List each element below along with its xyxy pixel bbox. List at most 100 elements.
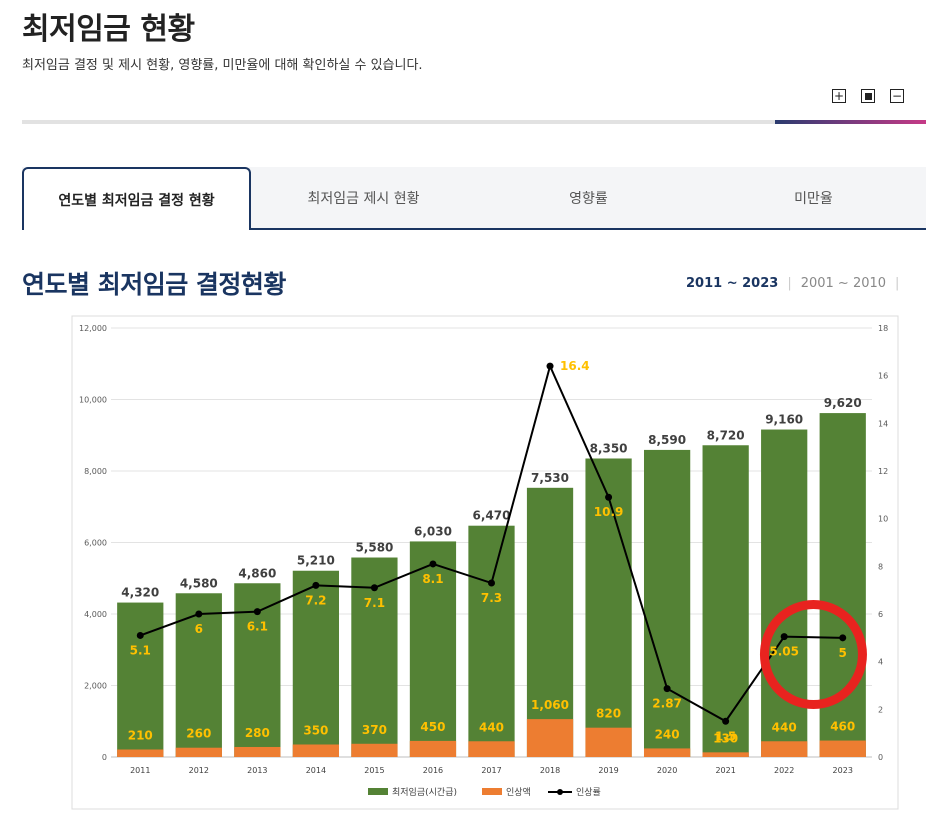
raise-data-label: 350 [303, 723, 328, 737]
rate-data-label: 7.2 [305, 593, 326, 607]
rate-point [839, 634, 847, 642]
wage-data-label: 8,720 [707, 428, 745, 442]
x-tick-label: 2022 [774, 766, 794, 775]
page-title: 최저임금 현황 [22, 12, 195, 47]
rate-point [136, 631, 144, 639]
raise-data-label: 440 [479, 720, 504, 734]
raise-bar [117, 749, 164, 757]
tab-annual-decision[interactable]: 연도별 최저임금 결정 현황 [22, 167, 251, 230]
wage-data-label: 4,860 [238, 566, 276, 580]
x-tick-label: 2016 [423, 766, 443, 775]
range-separator: | [787, 276, 792, 291]
raise-data-label: 450 [420, 720, 445, 734]
y-right-tick-label: 8 [878, 562, 883, 571]
wage-bar [117, 602, 164, 757]
wage-data-label: 6,470 [473, 509, 511, 523]
x-tick-label: 2020 [657, 766, 677, 775]
x-tick-label: 2023 [833, 766, 853, 775]
x-tick-label: 2014 [306, 766, 326, 775]
rate-data-label: 1.5 [715, 729, 736, 743]
raise-data-label: 460 [830, 720, 855, 734]
raise-bar [351, 743, 398, 757]
highlight-circle [759, 600, 867, 710]
year-range-selector: 2011 ~ 2023 | 2001 ~ 2010 | [686, 276, 908, 291]
wage-data-label: 6,030 [414, 524, 452, 538]
rate-data-label: 6 [195, 622, 203, 636]
minus-icon: − [891, 89, 903, 103]
x-tick-label: 2015 [364, 766, 384, 775]
legend-raise-swatch [482, 788, 502, 795]
y-right-tick-label: 10 [878, 515, 888, 524]
rate-point [722, 717, 730, 725]
tab-proposal-status[interactable]: 최저임금 제시 현황 [307, 190, 420, 207]
wage-data-label: 7,530 [531, 471, 569, 485]
page-description: 최저임금 결정 및 제시 현황, 영향률, 미만율에 대해 확인하실 수 있습니… [22, 58, 423, 73]
y-left-tick-label: 2,000 [84, 682, 107, 691]
tab-impact-rate[interactable]: 영향률 [569, 190, 608, 207]
header-divider [22, 120, 926, 124]
rate-point [488, 579, 495, 587]
tab-bar: 연도별 최저임금 결정 현황 최저임금 제시 현황 영향률 미만율 [22, 167, 926, 230]
rate-point [195, 610, 203, 618]
y-right-tick-label: 12 [878, 467, 888, 476]
rate-point [605, 493, 613, 501]
x-tick-label: 2012 [189, 766, 209, 775]
raise-data-label: 210 [128, 728, 153, 742]
y-right-tick-label: 4 [878, 658, 883, 667]
raise-data-label: 1,060 [531, 698, 569, 712]
range-2011-2023-link[interactable]: 2011 ~ 2023 [686, 276, 779, 291]
raise-data-label: 370 [362, 723, 387, 737]
legend-wage-label: 최저임금(시간급) [392, 786, 457, 798]
wage-bar [468, 525, 515, 757]
plus-icon: + [833, 89, 845, 103]
range-separator-end: | [895, 276, 900, 291]
raise-data-label: 130 [713, 731, 738, 745]
y-left-tick-label: 4,000 [84, 610, 107, 619]
rate-point [546, 362, 554, 370]
y-left-tick-label: 10,000 [79, 396, 107, 405]
wage-data-label: 5,210 [297, 554, 335, 568]
raise-bar [819, 740, 866, 757]
zoom-in-button[interactable]: + [832, 89, 846, 103]
rate-data-label: 5.05 [769, 645, 799, 659]
wage-bar [409, 541, 457, 757]
y-left-tick-label: 6,000 [84, 539, 107, 548]
rate-data-label: 7.3 [481, 591, 502, 605]
wage-data-label: 9,160 [765, 413, 803, 427]
rate-data-label: 16.4 [560, 359, 590, 373]
wage-bar [702, 445, 749, 757]
y-right-tick-label: 14 [878, 419, 888, 428]
raise-data-label: 820 [596, 707, 621, 721]
tab-below-rate[interactable]: 미만율 [794, 190, 833, 207]
rate-data-label: 6.1 [247, 620, 268, 634]
x-tick-label: 2021 [715, 766, 735, 775]
wage-data-label: 5,580 [355, 541, 393, 555]
raise-data-label: 240 [655, 727, 680, 741]
header-divider-accent [775, 120, 926, 124]
rate-point [429, 560, 437, 568]
wage-data-label: 8,590 [648, 433, 686, 447]
legend-wage-swatch [368, 788, 388, 795]
zoom-reset-button[interactable] [861, 89, 875, 103]
raise-bar [409, 740, 457, 757]
legend-rate-label: 인상률 [576, 787, 601, 798]
wage-bar [585, 458, 632, 757]
square-icon [864, 92, 872, 100]
rate-point [663, 685, 671, 693]
range-2001-2010-link[interactable]: 2001 ~ 2010 [800, 276, 887, 291]
x-tick-label: 2018 [540, 766, 560, 775]
raise-bar [702, 752, 749, 757]
rate-data-label: 7.1 [364, 596, 385, 610]
raise-bar [761, 741, 808, 757]
wage-chart: 0 2,000 4,000 6,000 8,000 10,000 12,000 0 2 4 6 8 10… [71, 315, 899, 810]
y-right-tick-label: 6 [878, 610, 883, 619]
wage-data-label: 9,620 [824, 396, 862, 410]
zoom-out-button[interactable]: − [890, 89, 904, 103]
legend-raise-label: 인상액 [506, 786, 531, 798]
wage-data-label: 8,350 [590, 441, 628, 455]
zoom-controls: + − [832, 89, 904, 103]
rate-point [253, 608, 261, 616]
wage-bar [761, 429, 808, 757]
raise-bar [526, 719, 574, 757]
y-left-tick-label: 0 [102, 753, 107, 762]
